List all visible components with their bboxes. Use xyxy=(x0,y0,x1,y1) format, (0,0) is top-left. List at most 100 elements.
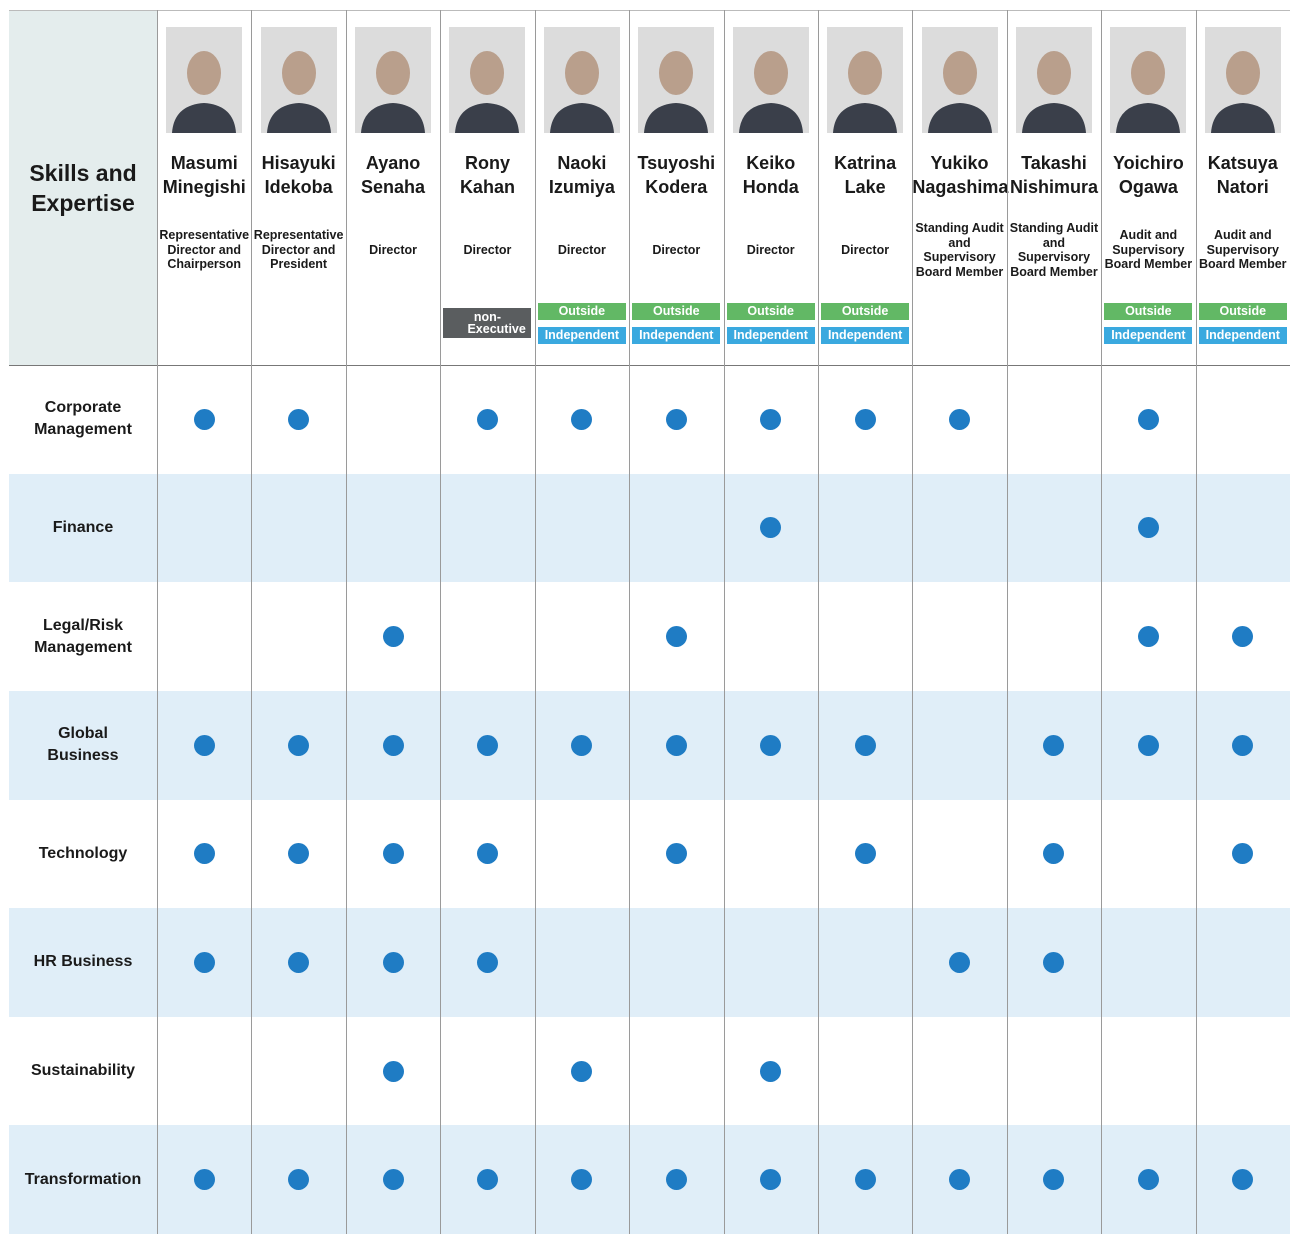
skill-label: Transformation xyxy=(24,1170,142,1188)
skill-dot xyxy=(193,734,215,756)
skill-dot xyxy=(760,1060,782,1082)
column-divider xyxy=(912,10,914,1234)
photo-silhouette xyxy=(833,51,898,133)
skill-dot xyxy=(665,843,687,865)
skill-dot xyxy=(665,1169,687,1191)
skill-dot xyxy=(382,1169,404,1191)
director-role: Director xyxy=(652,242,701,257)
director-role: Director xyxy=(463,242,512,257)
photo-silhouette xyxy=(927,51,992,133)
director-last-name: Nagashima xyxy=(912,177,1009,197)
skill-label: HR Business xyxy=(33,953,133,971)
director-role: Director xyxy=(369,242,417,257)
status-badge: Independent xyxy=(537,326,626,344)
director-last-name: Izumiya xyxy=(548,177,615,197)
director-first-name: Takashi xyxy=(1021,153,1087,173)
status-badge: Outside xyxy=(632,302,721,320)
badge-group: non-Executive xyxy=(440,299,534,347)
skill-dot xyxy=(382,734,404,756)
corner-title: Skills and Expertise xyxy=(9,10,157,365)
status-badge: Outside xyxy=(821,302,910,320)
skill-dot xyxy=(571,1060,593,1082)
skill-dot xyxy=(476,1169,498,1191)
skill-dot xyxy=(1137,626,1159,648)
photo-silhouette xyxy=(1021,51,1086,133)
skill-dot xyxy=(193,951,215,973)
skill-dot xyxy=(665,626,687,648)
director-first-name: Hisayuki xyxy=(261,153,336,173)
director-photo xyxy=(1015,27,1092,133)
director-first-name: Katsuya xyxy=(1207,153,1278,173)
skill-label: Finance xyxy=(52,518,114,536)
skill-dot xyxy=(382,951,404,973)
badge-group xyxy=(157,299,251,347)
row-background xyxy=(9,473,1290,583)
director-last-name: Kahan xyxy=(459,177,515,197)
column-divider xyxy=(251,10,253,1234)
column-divider xyxy=(440,10,442,1234)
skill-dot xyxy=(1137,1169,1159,1191)
skill-dot xyxy=(854,843,876,865)
skill-dot xyxy=(193,843,215,865)
skill-label: Technology xyxy=(38,844,128,862)
skill-dot xyxy=(288,843,310,865)
skill-label: Legal/Risk Management xyxy=(34,616,132,656)
skill-dot xyxy=(1137,408,1159,430)
skill-dot xyxy=(571,1169,593,1191)
skill-dot xyxy=(760,1169,782,1191)
badge-group: Outside Independent xyxy=(1101,299,1195,347)
director-last-name: Natori xyxy=(1216,177,1269,197)
photo-silhouette xyxy=(1210,51,1275,133)
director-first-name: Keiko xyxy=(746,153,796,173)
badge-group: Outside Independent xyxy=(1196,299,1290,347)
column-divider xyxy=(1006,10,1008,1234)
skill-dot xyxy=(476,734,498,756)
skill-dot xyxy=(1232,1169,1254,1191)
badge-group: Outside Independent xyxy=(629,299,723,347)
skill-dot xyxy=(193,408,215,430)
status-badge: Independent xyxy=(1198,326,1287,344)
skill-dot xyxy=(476,843,498,865)
director-first-name: Yukiko xyxy=(930,153,989,173)
photo-silhouette xyxy=(1116,51,1181,133)
director-role: Representative Director and Chairperson xyxy=(159,228,250,272)
status-badge: Independent xyxy=(821,326,910,344)
director-role: Director xyxy=(841,242,890,257)
skill-label: Corporate Management xyxy=(34,399,132,439)
skill-dot xyxy=(1232,626,1254,648)
top-rule xyxy=(9,10,1290,11)
photo-silhouette xyxy=(361,51,426,133)
skill-dot xyxy=(571,734,593,756)
badge-group: Outside Independent xyxy=(535,299,629,347)
status-badge: non-Executive xyxy=(443,308,532,338)
skill-dot xyxy=(854,1169,876,1191)
skill-dot xyxy=(1043,1169,1065,1191)
skill-dot xyxy=(476,408,498,430)
skill-dot xyxy=(193,1169,215,1191)
photo-silhouette xyxy=(549,51,614,133)
skill-dot xyxy=(382,1060,404,1082)
skill-dot xyxy=(1137,734,1159,756)
status-badge: Outside xyxy=(726,302,815,320)
skill-dot xyxy=(854,408,876,430)
skill-dot xyxy=(854,734,876,756)
status-badge: Outside xyxy=(1104,302,1193,320)
row-background xyxy=(9,690,1290,800)
skill-dot xyxy=(665,734,687,756)
skill-dot xyxy=(949,1169,971,1191)
column-divider xyxy=(723,10,725,1234)
column-divider xyxy=(817,10,819,1234)
skill-dot xyxy=(1043,951,1065,973)
director-last-name: Honda xyxy=(742,177,799,197)
director-photo xyxy=(732,27,809,133)
column-divider xyxy=(534,10,536,1234)
column-divider xyxy=(629,10,631,1234)
badge-group xyxy=(912,299,1006,347)
photo-silhouette xyxy=(738,51,803,133)
skill-dot xyxy=(1232,734,1254,756)
director-photo xyxy=(1204,27,1281,133)
director-role: Representative Director and President xyxy=(253,228,344,272)
director-photo xyxy=(1110,27,1187,133)
badge-group xyxy=(346,299,440,347)
